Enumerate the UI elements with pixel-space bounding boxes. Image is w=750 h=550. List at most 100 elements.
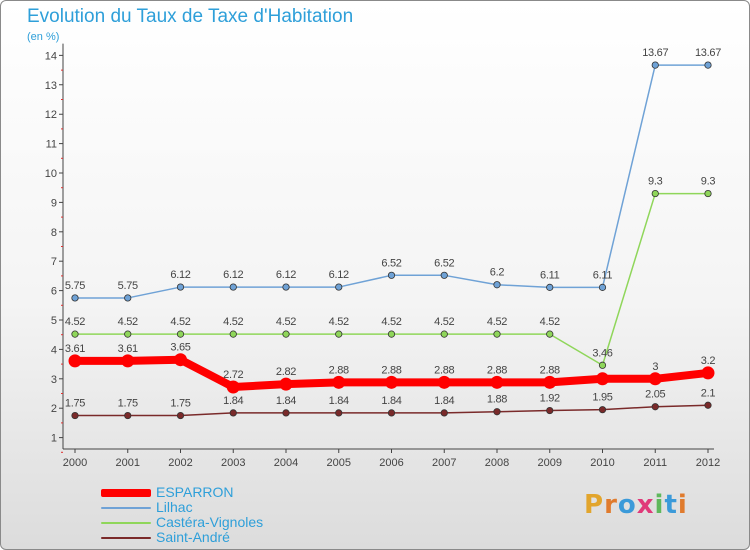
data-point bbox=[174, 353, 187, 367]
data-label: 2.82 bbox=[276, 366, 296, 378]
y-tick-label: 9 bbox=[51, 197, 57, 209]
data-point bbox=[598, 406, 607, 414]
data-label: 2.05 bbox=[645, 389, 665, 401]
x-tick-label: 2002 bbox=[168, 457, 192, 469]
y-tick-label: 12 bbox=[45, 109, 57, 121]
data-point bbox=[279, 377, 293, 391]
x-tick-label: 2004 bbox=[274, 457, 298, 469]
legend-swatch bbox=[101, 536, 151, 539]
data-point bbox=[387, 409, 396, 417]
data-point bbox=[440, 271, 448, 279]
data-label: 1.84 bbox=[381, 395, 401, 407]
data-label: 2.88 bbox=[329, 364, 349, 376]
logo-letter: o bbox=[617, 490, 637, 520]
data-label: 9.3 bbox=[648, 176, 663, 188]
data-point bbox=[124, 294, 132, 302]
data-label: 3.65 bbox=[170, 342, 190, 354]
data-point bbox=[226, 380, 240, 394]
data-point bbox=[229, 330, 237, 338]
x-tick-label: 2001 bbox=[116, 457, 140, 469]
y-tick-label: 1 bbox=[51, 433, 57, 445]
data-label: 5.75 bbox=[118, 280, 138, 292]
logo-letter: x bbox=[636, 490, 655, 520]
data-point bbox=[332, 375, 346, 389]
data-point bbox=[493, 281, 501, 289]
data-label: 1.75 bbox=[118, 398, 138, 410]
data-label: 4.52 bbox=[65, 316, 85, 328]
y-tick-label: 8 bbox=[51, 227, 57, 239]
data-label: 4.52 bbox=[329, 316, 349, 328]
y-tick-label: 3 bbox=[51, 374, 57, 386]
data-label: 4.52 bbox=[118, 316, 138, 328]
data-label: 3.46 bbox=[592, 347, 612, 359]
data-label: 2.72 bbox=[223, 369, 243, 381]
data-point bbox=[704, 189, 712, 198]
data-label: 6.12 bbox=[276, 269, 296, 281]
logo-letter: r bbox=[604, 490, 618, 520]
data-point bbox=[598, 283, 607, 291]
logo-letter: P bbox=[584, 490, 605, 520]
chart-title: Evolution du Taux de Taxe d'Habitation bbox=[27, 6, 354, 27]
data-label: 4.52 bbox=[381, 316, 401, 328]
y-tick-label: 13 bbox=[45, 80, 57, 92]
y-tick-label: 10 bbox=[45, 168, 57, 180]
x-tick-label: 2007 bbox=[432, 457, 456, 469]
data-label: 2.88 bbox=[487, 364, 507, 376]
data-label: 4.52 bbox=[434, 316, 454, 328]
data-label: 5.75 bbox=[65, 280, 85, 292]
data-point bbox=[704, 401, 712, 409]
data-point bbox=[651, 403, 659, 411]
y-axis-unit: (en %) bbox=[27, 31, 60, 43]
x-tick-label: 2009 bbox=[538, 457, 562, 469]
data-label: 1.84 bbox=[329, 395, 349, 407]
data-point bbox=[335, 409, 343, 417]
x-tick-label: 2008 bbox=[485, 457, 509, 469]
y-tick-label: 6 bbox=[51, 286, 57, 298]
legend-label: Castéra-Vignoles bbox=[156, 514, 264, 530]
x-tick-label: 2011 bbox=[643, 457, 667, 469]
data-point bbox=[596, 372, 609, 386]
data-point bbox=[68, 354, 82, 368]
data-label: 6.11 bbox=[593, 269, 613, 281]
data-label: 13.67 bbox=[695, 47, 721, 59]
data-point bbox=[651, 189, 659, 198]
x-tick-label: 2005 bbox=[327, 457, 351, 469]
logo-letter: i bbox=[677, 490, 688, 520]
data-point bbox=[71, 330, 79, 338]
data-point bbox=[176, 330, 185, 338]
data-label: 3.2 bbox=[701, 355, 716, 367]
data-label: 2.88 bbox=[434, 364, 454, 376]
data-label: 9.3 bbox=[701, 176, 716, 188]
data-point bbox=[493, 330, 501, 338]
data-label: 6.12 bbox=[223, 269, 243, 281]
data-label: 1.88 bbox=[487, 394, 507, 406]
data-label: 4.52 bbox=[223, 316, 243, 328]
data-point bbox=[546, 406, 554, 415]
x-tick-label: 2006 bbox=[379, 457, 403, 469]
data-point bbox=[335, 283, 343, 291]
y-tick-label: 14 bbox=[45, 50, 57, 62]
data-label: 3.61 bbox=[118, 343, 138, 355]
data-label: 6.52 bbox=[434, 257, 454, 269]
y-tick-label: 4 bbox=[51, 344, 57, 356]
data-point bbox=[282, 330, 290, 338]
legend-label: ESPARRON bbox=[156, 484, 234, 500]
data-label: 2.88 bbox=[540, 364, 560, 376]
data-label: 1.84 bbox=[434, 395, 454, 407]
data-point bbox=[704, 61, 712, 69]
data-label: 4.52 bbox=[540, 316, 560, 328]
legend-swatch bbox=[101, 488, 151, 497]
data-label: 4.52 bbox=[487, 316, 507, 328]
x-tick-label: 2000 bbox=[63, 457, 87, 469]
data-point bbox=[701, 366, 715, 380]
data-point bbox=[546, 283, 554, 291]
data-label: 1.84 bbox=[276, 395, 296, 407]
legend-swatch bbox=[101, 521, 151, 524]
data-label: 13.67 bbox=[642, 47, 668, 59]
data-label: 3.61 bbox=[65, 343, 85, 355]
data-point bbox=[121, 354, 135, 368]
legend-label: Lilhac bbox=[156, 499, 193, 515]
data-point bbox=[598, 361, 607, 369]
data-point bbox=[229, 283, 237, 291]
data-point bbox=[176, 411, 185, 420]
